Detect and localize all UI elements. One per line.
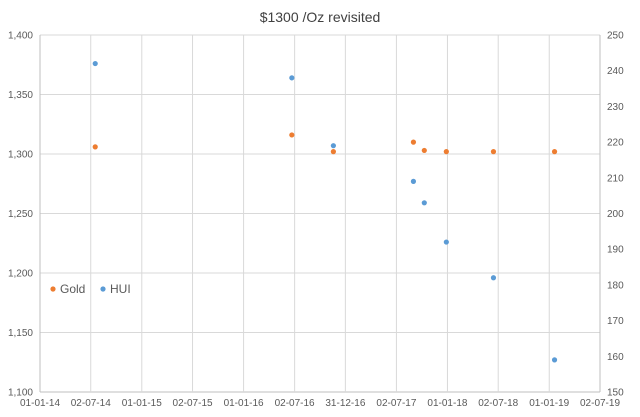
gold-point [330,149,336,155]
left-tick-label: 1,150 [8,328,33,339]
gold-point [410,139,417,145]
gold-point [490,149,497,155]
x-tick-label: 02-07-17 [376,398,416,409]
right-tick-label: 240 [607,66,624,77]
gold-point [92,144,98,150]
left-tick-label: 1,200 [8,269,33,280]
legend-hui-label: HUI [110,282,131,296]
legend-gold-marker [50,286,56,292]
left-tick-label: 1,350 [8,90,33,101]
data-points [92,60,558,363]
gold-point [421,147,427,154]
hui-point [490,275,497,281]
gold-point [289,132,295,138]
left-tick-label: 1,250 [8,209,33,220]
left-tick-label: 1,400 [8,31,33,42]
hui-point [421,200,427,206]
gold-point [443,149,449,155]
hui-point [443,239,449,245]
left-y-axis: 1,100 1,150 1,200 1,250 1,300 1,350 1,400 [8,31,33,399]
gridlines [39,34,601,393]
x-tick-label: 01-01-14 [20,398,60,409]
hui-point [410,178,417,184]
left-tick-label: 1,100 [8,388,33,399]
x-tick-label: 01-01-19 [529,398,569,409]
hui-point [330,143,336,149]
right-tick-label: 190 [607,245,624,256]
x-tick-label: 02-07-15 [173,398,213,409]
legend-gold-label: Gold [60,282,85,296]
x-tick-label: 02-07-19 [580,398,620,409]
hui-point [551,357,558,363]
right-tick-label: 230 [607,102,624,113]
x-tick-label: 02-07-16 [275,398,315,409]
x-tick-label: 01-01-18 [427,398,467,409]
hui-point [92,60,98,67]
right-tick-label: 160 [607,352,624,363]
gold-point [551,149,558,155]
right-tick-label: 150 [607,388,624,399]
right-tick-label: 180 [607,280,624,291]
x-axis: 01-01-14 02-07-14 01-01-15 02-07-15 01-01-16… [20,398,620,409]
left-tick-label: 1,300 [8,150,33,161]
hui-point [289,75,295,81]
x-tick-label: 02-07-18 [478,398,518,409]
x-tick-label: 01-01-16 [224,398,264,409]
right-tick-label: 250 [607,31,624,42]
chart-title: $1300 /Oz revisited [260,9,381,25]
x-tick-label: 31-12-16 [325,398,365,409]
right-y-axis: 150 160 170 180 190 200 210 220 230 240 250 [607,31,624,399]
legend: Gold HUI [50,282,131,296]
right-tick-label: 200 [607,209,624,220]
legend-hui-marker [100,286,106,292]
x-tick-label: 01-01-15 [122,398,162,409]
right-tick-label: 170 [607,316,624,327]
x-tick-label: 02-07-14 [71,398,111,409]
right-tick-label: 210 [607,173,624,184]
right-tick-label: 220 [607,138,624,149]
